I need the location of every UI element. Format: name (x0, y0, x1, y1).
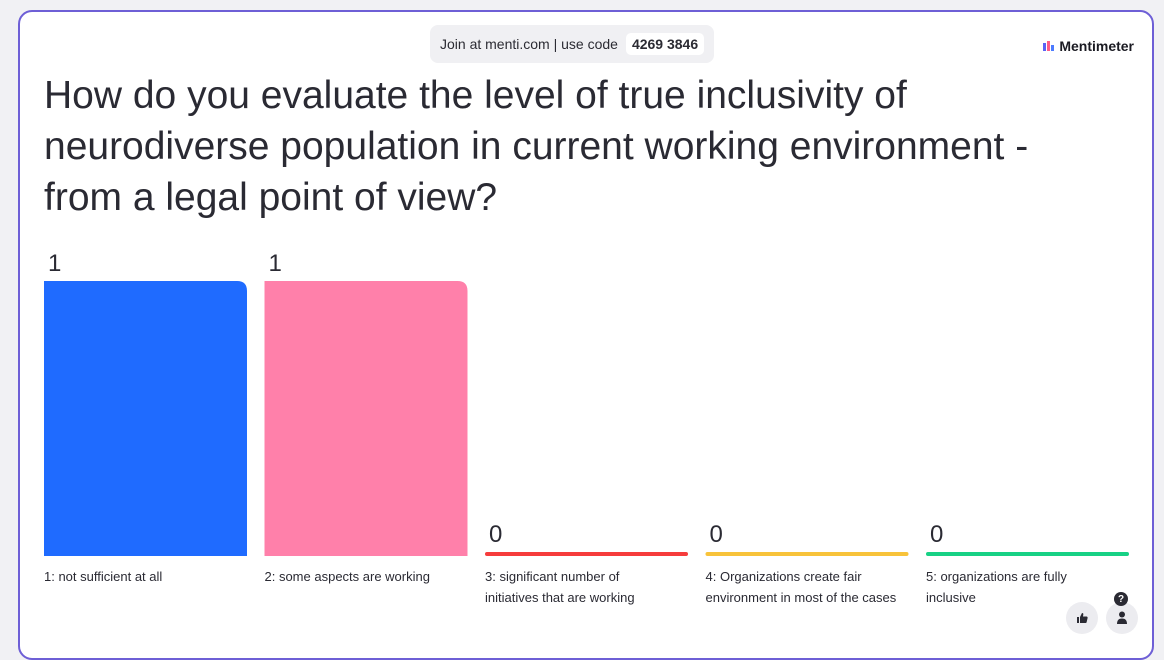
value-label-5: 0 (930, 521, 943, 548)
question-title: How do you evaluate the level of true in… (44, 74, 1029, 219)
presentation-slide: Join at menti.com | use code 4269 3846 M… (18, 10, 1154, 660)
value-label-3: 0 (489, 521, 502, 548)
value-label-1: 1 (48, 250, 61, 277)
thumbs-up-icon (1077, 613, 1088, 623)
category-label-5-line-2: inclusive (926, 590, 976, 605)
category-label-4: 4: Organizations create fair (706, 569, 863, 584)
results-bar-chart: 1 1: not sufficient at all 1 2: some aspect… (44, 250, 1129, 605)
question-icon[interactable]: ? (1114, 592, 1128, 606)
person-icon (1117, 611, 1127, 624)
bar-2 (264, 281, 468, 556)
category-label-3: 3: significant number of (485, 569, 620, 584)
category-label-3-line-2: initiatives that are working (485, 590, 635, 605)
bar-3 (485, 552, 688, 556)
mentimeter-mark-icon (1043, 41, 1055, 51)
bar-5 (926, 552, 1129, 556)
join-instructions: Join at menti.com | use code 4269 3846 (430, 25, 715, 63)
access-code: 4269 3846 (625, 33, 705, 55)
category-label-2: 2: some aspects are working (265, 569, 430, 584)
value-label-4: 0 (710, 521, 723, 548)
category-label-4-line-2: environment in most of the cases (706, 590, 897, 605)
category-label-5: 5: organizations are fully (926, 569, 1067, 584)
participant-button[interactable] (1106, 602, 1138, 634)
bar-4 (705, 552, 909, 556)
bar-1 (44, 281, 247, 556)
value-label-2: 1 (269, 250, 282, 277)
join-text: Join at menti.com | use code (440, 36, 618, 52)
like-button[interactable] (1066, 602, 1098, 634)
brand-name: Mentimeter (1059, 38, 1134, 54)
mentimeter-logo: Mentimeter (1043, 38, 1134, 54)
category-label-1: 1: not sufficient at all (44, 569, 162, 584)
